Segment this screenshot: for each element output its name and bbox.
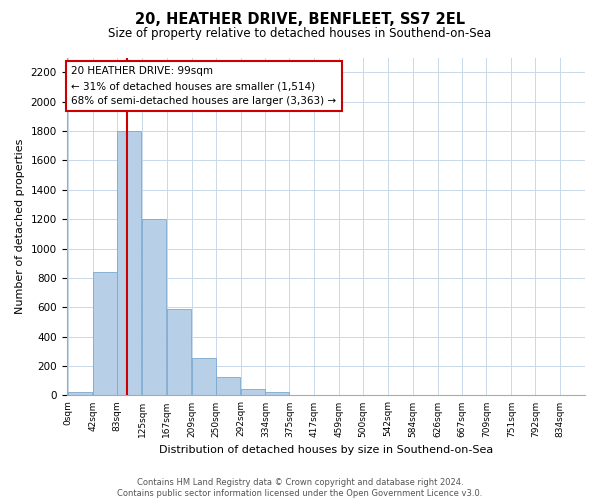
X-axis label: Distribution of detached houses by size in Southend-on-Sea: Distribution of detached houses by size … (158, 445, 493, 455)
Text: 20, HEATHER DRIVE, BENFLEET, SS7 2EL: 20, HEATHER DRIVE, BENFLEET, SS7 2EL (135, 12, 465, 28)
Text: Size of property relative to detached houses in Southend-on-Sea: Size of property relative to detached ho… (109, 28, 491, 40)
Bar (93, 272, 117, 396)
Bar (117, 131, 142, 396)
Bar (241, 389, 265, 396)
Bar (167, 308, 191, 396)
Text: 20 HEATHER DRIVE: 99sqm
← 31% of detached houses are smaller (1,514)
68% of semi: 20 HEATHER DRIVE: 99sqm ← 31% of detache… (71, 66, 337, 106)
Bar (191, 358, 216, 396)
Bar (265, 392, 289, 396)
Bar (142, 219, 166, 396)
Bar (216, 377, 240, 396)
Y-axis label: Number of detached properties: Number of detached properties (15, 139, 25, 314)
Text: Contains HM Land Registry data © Crown copyright and database right 2024.
Contai: Contains HM Land Registry data © Crown c… (118, 478, 482, 498)
Bar (68, 392, 92, 396)
